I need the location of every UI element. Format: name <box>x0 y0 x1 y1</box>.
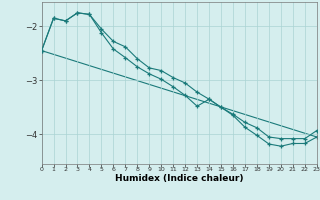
X-axis label: Humidex (Indice chaleur): Humidex (Indice chaleur) <box>115 174 244 183</box>
